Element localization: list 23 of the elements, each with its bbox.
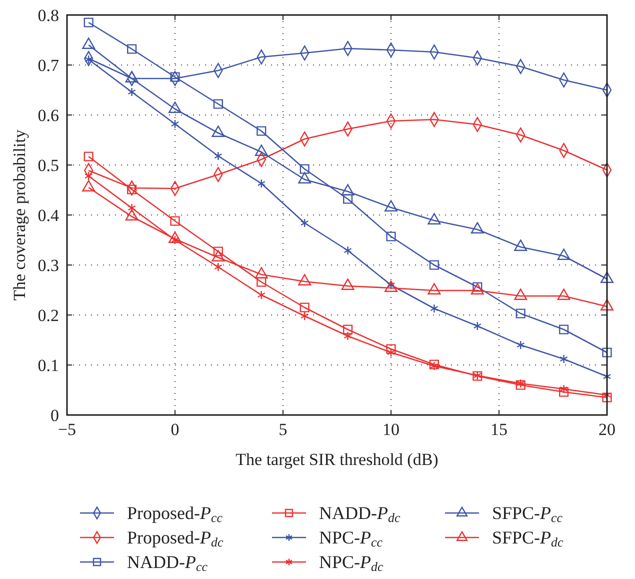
y-tick-label: 0.5	[38, 156, 59, 175]
legend-label: NADD-P$_{dc}$	[319, 503, 400, 526]
y-tick-label: 0.4	[38, 206, 60, 225]
y-tick-label: 0.1	[38, 356, 59, 375]
y-tick-label: 0.2	[38, 306, 59, 325]
x-tick-label: 15	[490, 420, 508, 439]
x-tick-label: −5	[58, 420, 76, 439]
y-tick-label: 0.6	[38, 106, 59, 125]
x-axis-title: The target SIR threshold (dB)	[236, 450, 438, 469]
x-tick-label: 10	[382, 420, 400, 439]
y-tick-label: 0.8	[38, 6, 59, 25]
y-tick-label: 0.7	[38, 56, 60, 75]
y-tick-label: 0	[50, 406, 59, 425]
y-tick-label: 0.3	[38, 256, 59, 275]
legend-label: SFPC-P$_{dc}$	[492, 528, 564, 550]
legend-label: NPC-P$_{cc}$	[319, 528, 383, 550]
x-tick-label: 5	[278, 420, 288, 439]
legend-label: SFPC-P$_{cc}$	[492, 503, 563, 526]
x-tick-label: 20	[598, 420, 616, 439]
y-axis-title: The coverage probability	[10, 129, 29, 300]
x-tick-label: 0	[170, 420, 180, 439]
legend-label: Proposed-P$_{dc}$	[127, 528, 224, 550]
legend-label: Proposed-P$_{cc}$	[127, 503, 223, 526]
